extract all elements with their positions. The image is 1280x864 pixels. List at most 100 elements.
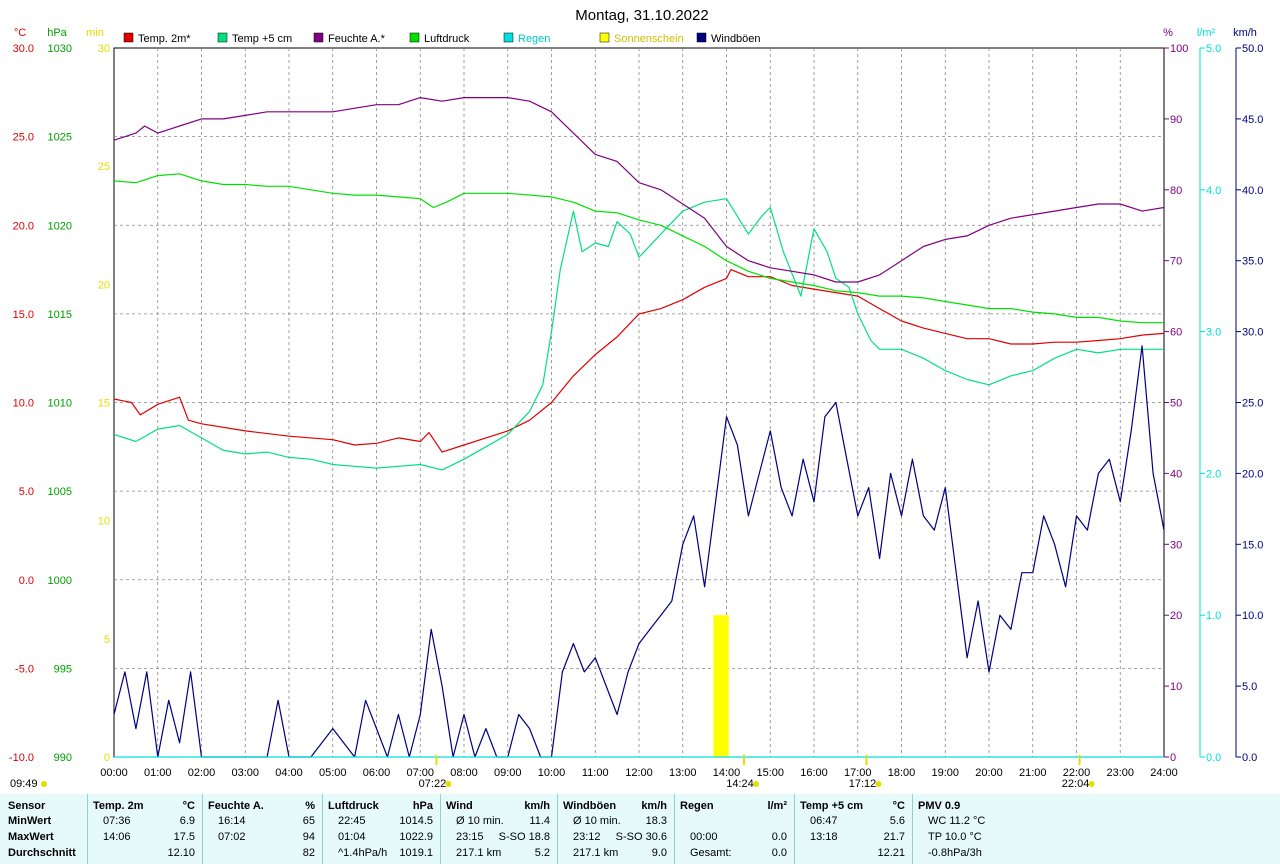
humidity-unit: % [1163, 27, 1173, 39]
legend-label: Temp. 2m* [138, 33, 191, 45]
temp-axis-tick: 5.0 [19, 486, 34, 498]
stats-cell-value: 1019.1 [399, 847, 433, 859]
stats-separator [440, 794, 441, 864]
bottom-left-dot [41, 781, 47, 787]
stats-cell-value: 94 [302, 831, 315, 843]
stats-cell-label: 13:18 [810, 831, 838, 843]
x-tick-label: 11:00 [582, 767, 609, 779]
wind-axis-tick: 45.0 [1242, 114, 1263, 126]
humidity-axis-tick: 70 [1170, 256, 1182, 268]
stats-column-unit: % [305, 800, 315, 812]
x-tick-label: 08:00 [450, 767, 478, 779]
chart-title: Montag, 31.10.2022 [575, 7, 708, 24]
x-tick-label: 14:00 [713, 767, 741, 779]
stats-cell-label: 14:06 [103, 831, 131, 843]
marker-label: 14:24 [726, 778, 754, 790]
sun-axis-tick: 20 [98, 279, 110, 291]
series-feuchte-a- [113, 96, 1165, 283]
sun-axis-tick: 5 [104, 634, 110, 646]
legend-label: Sonnenschein [614, 33, 684, 45]
stats-column-unit: km/h [524, 800, 550, 812]
temp-axis-tick: 10.0 [13, 398, 34, 410]
temp-axis-tick: 15.0 [13, 309, 34, 321]
stats-cell-label: 01:04 [338, 831, 366, 843]
stats-cell-value: 0.0 [771, 847, 787, 859]
stats-cell-label: 07:02 [218, 831, 246, 843]
humidity-axis-tick: 100 [1170, 43, 1188, 55]
stats-separator [794, 794, 795, 864]
bottom-left-label: 09:49 [10, 778, 38, 790]
legend-swatch [599, 32, 610, 43]
stats-cell-label: 217.1 km [456, 847, 502, 859]
legend-label: Temp +5 cm [232, 33, 292, 45]
legend-swatch [503, 32, 514, 43]
x-tick-label: 09:00 [494, 767, 522, 779]
legend-label: Regen [518, 33, 550, 45]
stats-cell-value: 5.2 [534, 847, 550, 859]
x-tick-label: 05:00 [319, 767, 347, 779]
stats-column-header: Feuchte A. [208, 800, 264, 812]
stats-separator [674, 794, 675, 864]
humidity-axis-tick: 10 [1170, 681, 1182, 693]
chart-axes: 30.025.020.015.010.05.00.0-5.0-10.010301… [9, 27, 1264, 764]
wind-axis-tick: 10.0 [1242, 610, 1263, 622]
marker-dot [875, 781, 882, 787]
wind-axis-tick: 25.0 [1242, 398, 1263, 410]
stats-cell-label: WC 11.2 °C [928, 815, 986, 827]
stats-cell-label: 217.1 km [573, 847, 619, 859]
chart-grid: 00:00 01:00 02:00 03:00 04:00 05:00 06:00 07:00… [100, 47, 1178, 779]
stats-cell-value: 12.21 [877, 847, 905, 859]
stats-row-label: MaxWert [8, 831, 54, 843]
sun-axis-tick: 10 [98, 516, 110, 528]
stats-cell-value: 18.3 [645, 815, 667, 827]
sun-axis-tick: 25 [98, 161, 110, 173]
stats-cell-label: 06:47 [810, 815, 838, 827]
x-tick-label: 24:00 [1150, 767, 1178, 779]
stats-cell-value: S-SO 30.6 [615, 831, 667, 843]
weather-chart: Montag, 31.10.2022 00:00 01:00 02:00 03:00 0… [9, 7, 1264, 790]
x-tick-label: 15:00 [756, 767, 784, 779]
x-tick-label: 20:00 [975, 767, 1003, 779]
stats-cell-value: 11.4 [529, 815, 550, 827]
legend-swatch [217, 32, 228, 43]
pressure-axis-tick: 990 [54, 752, 72, 764]
series-temp-2m- [113, 269, 1165, 453]
wind-axis-tick: 30.0 [1242, 327, 1263, 339]
stats-cell-value: 12.10 [167, 847, 195, 859]
stats-column-header: Temp +5 cm [800, 800, 864, 812]
stats-column-header: Wind [446, 800, 473, 812]
rain-axis-tick: 1.0 [1206, 610, 1221, 622]
pressure-axis-tick: 1005 [48, 486, 72, 498]
humidity-axis-tick: 20 [1170, 610, 1182, 622]
pressure-axis-tick: 995 [54, 663, 72, 675]
legend-swatch [696, 32, 707, 43]
wind-unit: km/h [1233, 27, 1257, 39]
chart-legend: Temp. 2m* Temp +5 cm Feuchte A.* Luftdruck R… [123, 32, 761, 45]
x-tick-label: 10:00 [538, 767, 566, 779]
humidity-axis-tick: 0 [1170, 752, 1176, 764]
marker-label: 17:12 [849, 778, 877, 790]
stats-cell-value: 1014.5 [399, 815, 433, 827]
temp-axis-tick: 0.0 [19, 575, 34, 587]
x-tick-label: 04:00 [275, 767, 303, 779]
stats-cell-value: 5.6 [889, 815, 905, 827]
legend-swatch [123, 32, 134, 43]
x-tick-label: 16:00 [800, 767, 828, 779]
x-tick-label: 12:00 [625, 767, 653, 779]
wind-axis-tick: 20.0 [1242, 468, 1263, 480]
series-luftdruck [113, 173, 1164, 324]
stats-column-header: Windböen [563, 800, 617, 812]
pressure-axis-tick: 1030 [48, 43, 72, 55]
stats-separator [557, 794, 558, 864]
sun-unit: min [86, 27, 104, 39]
stats-cell-label: 00:00 [690, 831, 718, 843]
temp-axis-tick: -5.0 [15, 663, 34, 675]
pressure-axis-tick: 1010 [48, 398, 72, 410]
x-tick-label: 01:00 [144, 767, 172, 779]
x-tick-label: 22:00 [1063, 767, 1091, 779]
x-tick-label: 17:00 [844, 767, 872, 779]
marker-label: 22:04 [1062, 778, 1090, 790]
stats-separator [87, 794, 88, 864]
wind-axis-tick: 50.0 [1242, 43, 1263, 55]
stats-row-label: Durchschnitt [8, 847, 76, 859]
